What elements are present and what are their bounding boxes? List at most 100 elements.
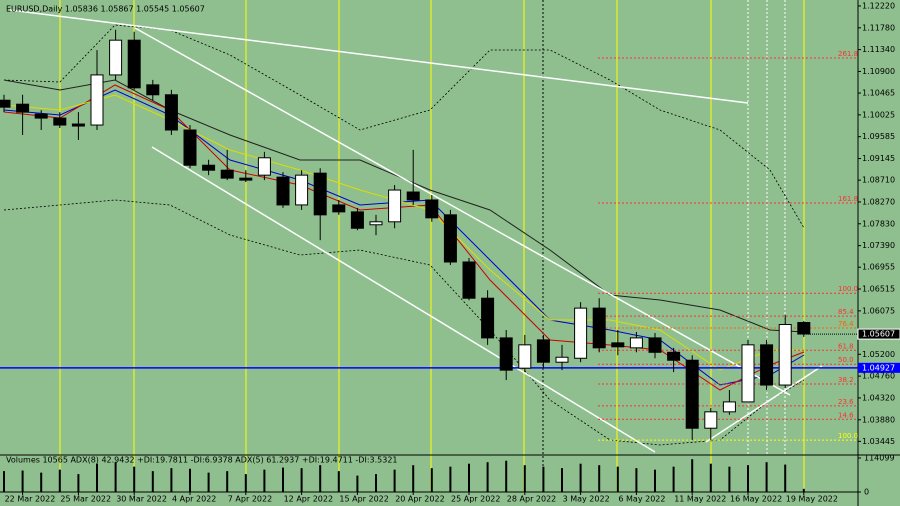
candle-body: [760, 344, 774, 386]
candle-body: [16, 103, 30, 113]
price-tag-label: 1.04927: [862, 363, 895, 372]
candle-body: [0, 99, 11, 108]
fib-label: 50.0: [838, 356, 854, 364]
price-tag-label: 1.05607: [862, 330, 895, 339]
candle-body: [257, 157, 271, 176]
candle-body: [425, 199, 439, 219]
x-tick-label: 3 May 2022: [563, 495, 610, 504]
candle-body: [704, 411, 718, 429]
volume-tick-label: 0: [864, 488, 869, 497]
candle-body: [536, 339, 550, 363]
x-tick-label: 28 Apr 2022: [507, 495, 556, 504]
y-tick-label: 1.12220: [862, 1, 895, 10]
x-tick-label: 6 May 2022: [618, 495, 665, 504]
y-tick-label: 1.07390: [862, 241, 895, 250]
candle-body: [629, 337, 643, 349]
fib-label: 61.8: [838, 342, 854, 350]
candle-body: [220, 169, 234, 179]
candle-body: [648, 337, 662, 353]
y-tick-label: 1.11340: [862, 45, 895, 54]
chart-title: EURUSD,Daily 1.05836 1.05867 1.05545 1.0…: [6, 5, 205, 14]
y-tick-label: 1.06955: [862, 263, 895, 272]
x-tick-label: 7 Apr 2022: [228, 495, 272, 504]
candle-body: [388, 189, 402, 223]
price-tag: [857, 328, 900, 340]
candle-body: [555, 356, 569, 363]
candle-body: [295, 174, 309, 206]
y-tick-label: 1.09585: [862, 132, 895, 141]
volume-legend: Volumes 10565 ADX(8) 42.9432 +DI:19.7811…: [6, 456, 398, 465]
candle-body: [350, 211, 364, 229]
y-tick-label: 1.06515: [862, 285, 895, 294]
candle-body: [164, 94, 178, 131]
y-tick-label: 1.07830: [862, 219, 895, 228]
candle-body: [741, 344, 755, 403]
bollinger-bands: [3, 24, 805, 446]
candle-body: [722, 401, 736, 413]
candle-body: [443, 214, 457, 263]
candle-body: [183, 129, 197, 166]
x-tick-label: 20 Apr 2022: [395, 495, 444, 504]
x-tick-label: 25 Apr 2022: [451, 495, 500, 504]
candle-body: [667, 351, 681, 361]
x-tick-label: 16 May 2022: [730, 495, 782, 504]
x-tick-label: 12 Apr 2022: [284, 495, 333, 504]
y-tick-label: 1.03880: [862, 415, 895, 424]
y-tick-label: 1.10900: [862, 67, 895, 76]
fib-label: 14.6: [838, 411, 854, 419]
x-tick-label: 25 Mar 2022: [60, 495, 111, 504]
x-tick-label: 30 Mar 2022: [116, 495, 167, 504]
candle-body: [146, 84, 160, 96]
fib-label: 100.0: [838, 432, 858, 440]
y-tick-label: 1.04320: [862, 393, 895, 402]
y-tick-label: 1.05200: [862, 350, 895, 359]
candle-body: [90, 74, 104, 126]
candle-body: [499, 337, 513, 371]
candle-body: [406, 191, 420, 201]
y-tick-label: 1.08710: [862, 176, 895, 185]
y-tick-label: 1.04760: [862, 372, 895, 381]
x-tick-label: 19 May 2022: [786, 495, 838, 504]
y-tick-label: 1.03445: [862, 437, 895, 446]
candle-body: [34, 113, 48, 119]
fib-label: 161.8: [838, 195, 858, 203]
candle-body: [53, 117, 67, 126]
candle-body: [71, 123, 85, 127]
fib-label: 76.4: [838, 320, 854, 328]
candle-body: [462, 261, 476, 299]
candle-body: [127, 39, 141, 89]
candle-body: [685, 359, 699, 429]
x-tick-label: 15 Apr 2022: [339, 495, 388, 504]
candle-body: [109, 39, 123, 76]
candle-body: [797, 322, 811, 335]
x-tick-label: 22 Mar 2022: [5, 495, 56, 504]
candle-body: [369, 221, 383, 226]
price-tag: [858, 362, 900, 373]
y-tick-label: 1.06075: [862, 306, 895, 315]
x-tick-label: 11 May 2022: [674, 495, 726, 504]
candle-body: [778, 324, 792, 386]
y-tick-label: 1.08270: [862, 197, 895, 206]
y-tick-label: 1.09145: [862, 154, 895, 163]
candle-body: [611, 342, 625, 348]
fib-label: 100.0: [838, 285, 858, 293]
x-tick-label: 4 Apr 2022: [172, 495, 216, 504]
volume-tick-label: 114099: [864, 454, 895, 463]
candle-body: [332, 204, 346, 213]
candle-body: [518, 344, 532, 369]
candle-body: [481, 297, 495, 339]
fib-label: 38.2: [838, 376, 854, 384]
candle-body: [592, 307, 606, 349]
candle-body: [202, 164, 216, 171]
trend-lines: [9, 9, 823, 453]
candle-body: [276, 176, 290, 206]
candle-body: [239, 177, 253, 181]
candle-body: [574, 307, 588, 359]
y-tick-label: 1.10025: [862, 110, 895, 119]
y-tick-label: 1.10465: [862, 89, 895, 98]
fib-label: 85.4: [838, 308, 854, 316]
y-tick-label: 1.11780: [862, 23, 895, 32]
fib-label: 261.8: [838, 50, 858, 58]
fib-label: 23.6: [838, 398, 854, 406]
